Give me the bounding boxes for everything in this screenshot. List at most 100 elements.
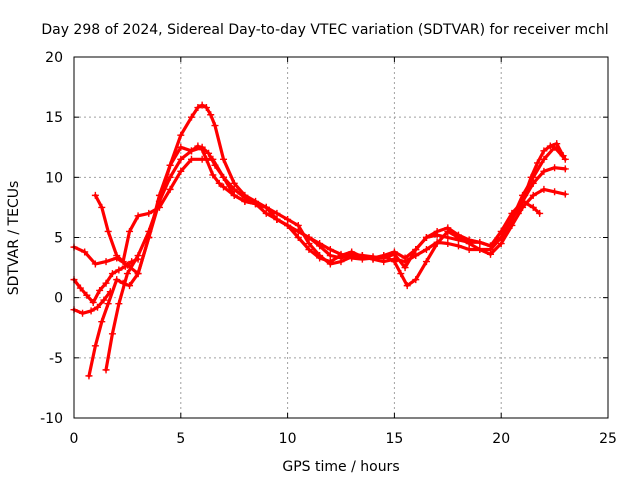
data-point-marker — [198, 155, 206, 163]
data-point-marker — [305, 240, 313, 248]
data-point-marker — [220, 183, 228, 191]
data-point-marker — [198, 101, 206, 109]
data-point-marker — [487, 250, 495, 258]
data-point-marker — [134, 212, 142, 220]
data-point-marker — [465, 238, 473, 246]
y-tick-label: -10 — [40, 411, 63, 427]
data-point-marker — [187, 147, 195, 155]
data-point-marker — [91, 260, 99, 268]
y-axis-label: SDTVAR / TECUs — [6, 181, 22, 296]
data-point-marker — [241, 191, 249, 199]
data-point-marker — [412, 252, 420, 260]
y-tick-label: 0 — [54, 291, 63, 307]
data-point-marker — [115, 300, 123, 308]
data-point-marker — [96, 286, 104, 294]
data-point-marker — [487, 242, 495, 250]
data-point-marker — [202, 104, 210, 112]
data-point-marker — [145, 209, 153, 217]
data-point-marker — [187, 113, 195, 121]
data-point-marker — [337, 258, 345, 266]
data-point-marker — [401, 254, 409, 262]
data-point-marker — [551, 188, 559, 196]
data-point-marker — [220, 155, 228, 163]
data-point-marker — [126, 282, 134, 290]
chart-title: Day 298 of 2024, Sidereal Day-to-day VTE… — [41, 22, 608, 38]
x-tick-label: 10 — [279, 431, 297, 447]
data-point-marker — [422, 258, 430, 266]
data-point-marker — [194, 104, 202, 112]
data-point-marker — [380, 252, 388, 260]
data-point-marker — [108, 270, 116, 278]
data-point-marker — [220, 173, 228, 181]
data-point-marker — [215, 179, 223, 187]
data-point-marker — [262, 209, 270, 217]
data-point-marker — [284, 221, 292, 229]
data-point-marker — [540, 155, 548, 163]
data-point-marker — [79, 309, 87, 317]
data-point-marker — [87, 307, 95, 315]
data-point-marker — [198, 143, 206, 151]
data-point-marker — [422, 234, 430, 241]
data-point-marker — [273, 215, 281, 223]
data-point-marker — [536, 209, 544, 217]
data-point-marker — [476, 238, 484, 246]
data-point-marker — [326, 252, 334, 260]
data-point-marker — [358, 253, 366, 261]
data-point-marker — [444, 234, 452, 241]
x-tick-label: 15 — [385, 431, 403, 447]
data-point-marker — [521, 191, 529, 199]
data-point-marker — [433, 240, 441, 248]
data-point-marker — [529, 191, 537, 199]
data-point-marker — [106, 288, 114, 296]
data-point-marker — [207, 111, 215, 119]
data-point-marker — [397, 270, 405, 278]
data-point-marker — [508, 221, 516, 229]
data-point-marker — [476, 246, 484, 254]
data-point-marker — [534, 159, 542, 167]
data-point-marker — [561, 165, 569, 173]
data-point-marker — [316, 254, 324, 262]
data-point-marker — [209, 155, 217, 163]
data-point-marker — [540, 147, 548, 155]
data-point-marker — [98, 203, 106, 211]
data-point-marker — [390, 258, 398, 266]
data-point-marker — [444, 227, 452, 235]
data-point-marker — [100, 296, 108, 304]
data-point-marker — [497, 240, 505, 248]
data-point-marker — [123, 270, 131, 278]
data-point-marker — [262, 203, 270, 211]
series-track-7 — [514, 140, 567, 217]
data-point-marker — [134, 255, 142, 263]
data-point-marker — [113, 252, 121, 260]
data-point-marker — [230, 191, 238, 199]
data-point-marker — [508, 209, 516, 217]
y-tick-label: -5 — [49, 351, 63, 367]
data-point-marker — [284, 215, 292, 223]
data-point-marker — [209, 171, 217, 179]
data-point-marker — [433, 231, 441, 239]
x-tick-label: 0 — [70, 431, 79, 447]
data-point-marker — [102, 366, 110, 374]
data-point-marker — [104, 300, 112, 308]
data-point-marker — [241, 197, 249, 205]
data-series — [70, 101, 569, 380]
data-point-marker — [326, 258, 334, 266]
data-point-marker — [348, 254, 356, 262]
data-point-marker — [551, 164, 559, 172]
series-track-4 — [91, 155, 544, 266]
data-point-marker — [305, 234, 313, 241]
data-point-marker — [177, 131, 185, 139]
data-point-marker — [91, 342, 99, 350]
data-point-marker — [113, 276, 121, 284]
data-point-marker — [497, 227, 505, 235]
data-point-marker — [230, 179, 238, 187]
data-point-marker — [166, 161, 174, 169]
data-point-marker — [177, 143, 185, 151]
y-tick-label: 5 — [54, 231, 63, 247]
data-point-marker — [115, 266, 123, 274]
data-point-marker — [380, 258, 388, 266]
data-point-marker — [514, 209, 522, 217]
data-point-marker — [102, 279, 110, 287]
data-point-marker — [155, 203, 163, 211]
